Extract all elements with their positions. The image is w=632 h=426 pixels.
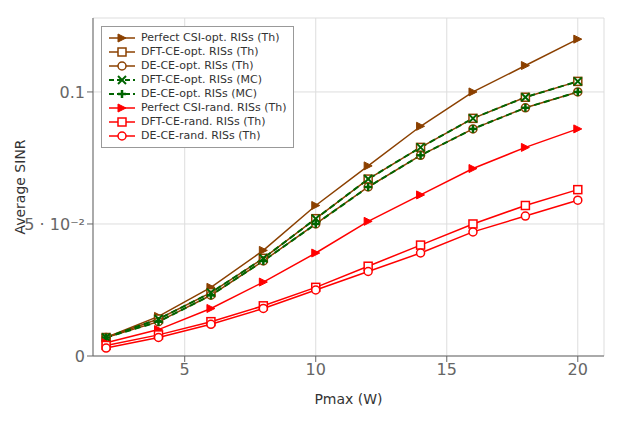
svg-text:15: 15 (437, 360, 457, 379)
svg-text:Average SINR: Average SINR (12, 139, 28, 234)
svg-text:20: 20 (568, 360, 588, 379)
html-text:DE-CE-rand. RISs (Th): DE-CE-rand. RISs (Th) (141, 129, 261, 142)
html-text:Perfect CSI-opt. RISs (Th): Perfect CSI-opt. RISs (Th) (141, 31, 280, 44)
html-text:DFT-CE-rand. RISs (Th): DFT-CE-rand. RISs (Th) (141, 115, 266, 128)
svg-text:0: 0 (75, 347, 85, 366)
html-text:DE-CE-opt. RISs (Th): DE-CE-opt. RISs (Th) (141, 59, 254, 72)
html-text:DFT-CE-opt. RISs (Th): DFT-CE-opt. RISs (Th) (141, 45, 259, 58)
svg-text:5 · 10⁻²: 5 · 10⁻² (24, 215, 85, 234)
html-text:DE-CE-opt. RISs (MC): DE-CE-opt. RISs (MC) (141, 87, 258, 100)
svg-text:0.1: 0.1 (60, 83, 85, 102)
svg-text:Pmax (W): Pmax (W) (314, 391, 382, 407)
svg-text:5: 5 (180, 360, 190, 379)
html-text:Perfect CSI-rand. RISs (Th): Perfect CSI-rand. RISs (Th) (141, 101, 287, 114)
svg-text:10: 10 (306, 360, 326, 379)
html-text:DFT-CE-opt. RISs (MC): DFT-CE-opt. RISs (MC) (141, 73, 262, 86)
